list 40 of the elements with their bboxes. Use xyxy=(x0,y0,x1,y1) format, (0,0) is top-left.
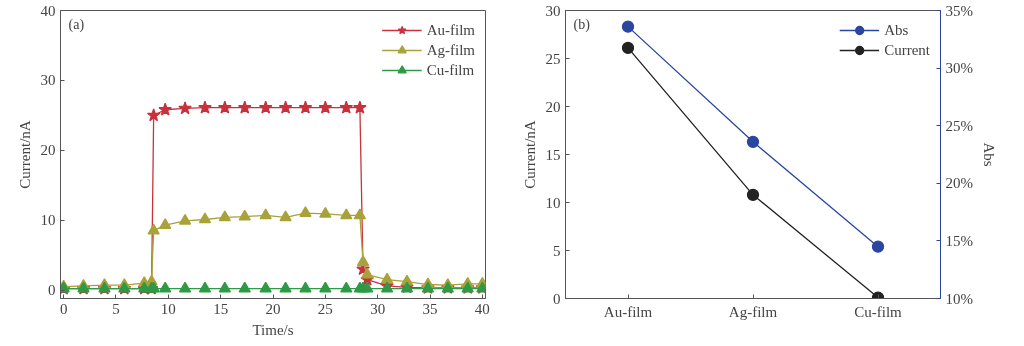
legend-label: Abs xyxy=(884,21,909,39)
y-tick-label: 10 xyxy=(545,194,561,211)
legend-label: Au-film xyxy=(426,21,475,39)
y-axis-title: Current/nA xyxy=(521,120,538,189)
y2-tick-label: 35% xyxy=(945,2,973,19)
legend-label: Cu-film xyxy=(426,61,475,79)
y2-tick-label: 15% xyxy=(945,232,973,249)
y-tick-label: 20 xyxy=(40,142,56,159)
y2-tick-label: 10% xyxy=(945,290,973,307)
x-tick-label: Cu-film xyxy=(854,303,903,320)
y-tick-label: 30 xyxy=(40,72,56,89)
y-tick-label: 10 xyxy=(40,212,56,229)
legend-label: Ag-film xyxy=(426,41,475,59)
y-tick-label: 30 xyxy=(545,2,561,19)
y-axis-title: Current/nA xyxy=(16,120,33,189)
x-tick-label: 35 xyxy=(422,300,438,317)
y-tick-label: 40 xyxy=(40,2,56,19)
annotation: (a) xyxy=(68,16,85,33)
x-tick-label: 40 xyxy=(474,300,490,317)
x-axis-title: Time/s xyxy=(252,321,294,338)
x-tick-label: 15 xyxy=(213,300,229,317)
x-tick-label: 20 xyxy=(265,300,281,317)
y-tick-label: 20 xyxy=(545,98,561,115)
y2-tick-label: 30% xyxy=(945,60,973,77)
x-tick-label: 5 xyxy=(112,300,120,317)
y-tick-label: 5 xyxy=(553,242,561,259)
x-tick-label: Au-film xyxy=(603,303,653,320)
annotation: (b) xyxy=(573,16,591,33)
x-tick-label: 30 xyxy=(370,300,386,317)
legend-label: Current xyxy=(884,41,930,59)
x-tick-label: 0 xyxy=(59,300,68,317)
y2-axis-title: Abs xyxy=(981,142,997,167)
y-tick-label: 15 xyxy=(545,146,561,163)
y2-tick-label: 20% xyxy=(945,175,973,192)
x-tick-label: 25 xyxy=(317,300,333,317)
x-tick-label: Ag-film xyxy=(728,303,778,320)
x-tick-label: 10 xyxy=(160,300,176,317)
y-tick-label: 0 xyxy=(48,282,56,299)
y2-tick-label: 25% xyxy=(945,117,973,134)
y-tick-label: 25 xyxy=(545,50,561,67)
